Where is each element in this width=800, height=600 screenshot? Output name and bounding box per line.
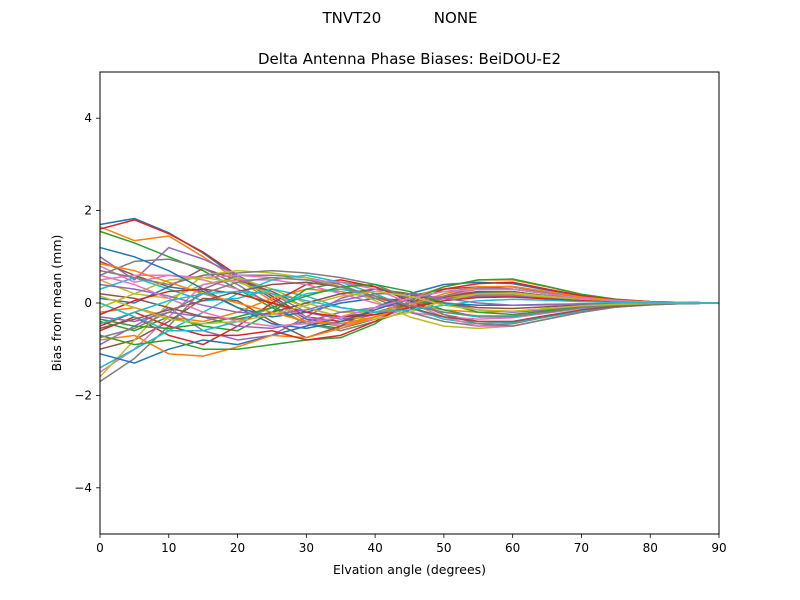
- y-axis-ticks: −4 −2 0 2 4: [74, 111, 100, 495]
- x-tick-label: 0: [96, 541, 104, 555]
- chart-title: Delta Antenna Phase Biases: BeiDOU-E2: [258, 50, 561, 68]
- plot-lines: [99, 217, 720, 383]
- y-tick-label: 4: [84, 111, 92, 125]
- x-axis-ticks: 0 10 20 30 40 50 60 70 80 90: [96, 534, 727, 555]
- figure-suptitle: TNVT20 NONE: [322, 9, 478, 27]
- series-line: [99, 283, 719, 316]
- x-tick-label: 80: [643, 541, 658, 555]
- x-tick-label: 30: [299, 541, 314, 555]
- x-axis-label: Elvation angle (degrees): [333, 562, 486, 577]
- y-tick-label: −2: [74, 388, 92, 402]
- y-axis-label: Bias from mean (mm): [49, 235, 64, 372]
- series-line: [99, 290, 719, 325]
- series-line: [99, 281, 720, 330]
- x-tick-label: 40: [367, 541, 382, 555]
- x-tick-label: 60: [505, 541, 520, 555]
- y-tick-label: −4: [74, 481, 92, 495]
- x-tick-label: 20: [230, 541, 245, 555]
- series-line: [99, 290, 719, 325]
- x-tick-label: 90: [711, 541, 726, 555]
- y-tick-label: 0: [84, 296, 92, 310]
- x-tick-label: 10: [161, 541, 176, 555]
- y-tick-label: 2: [84, 204, 92, 218]
- x-tick-label: 70: [574, 541, 589, 555]
- x-tick-label: 50: [436, 541, 451, 555]
- series-line: [99, 274, 720, 327]
